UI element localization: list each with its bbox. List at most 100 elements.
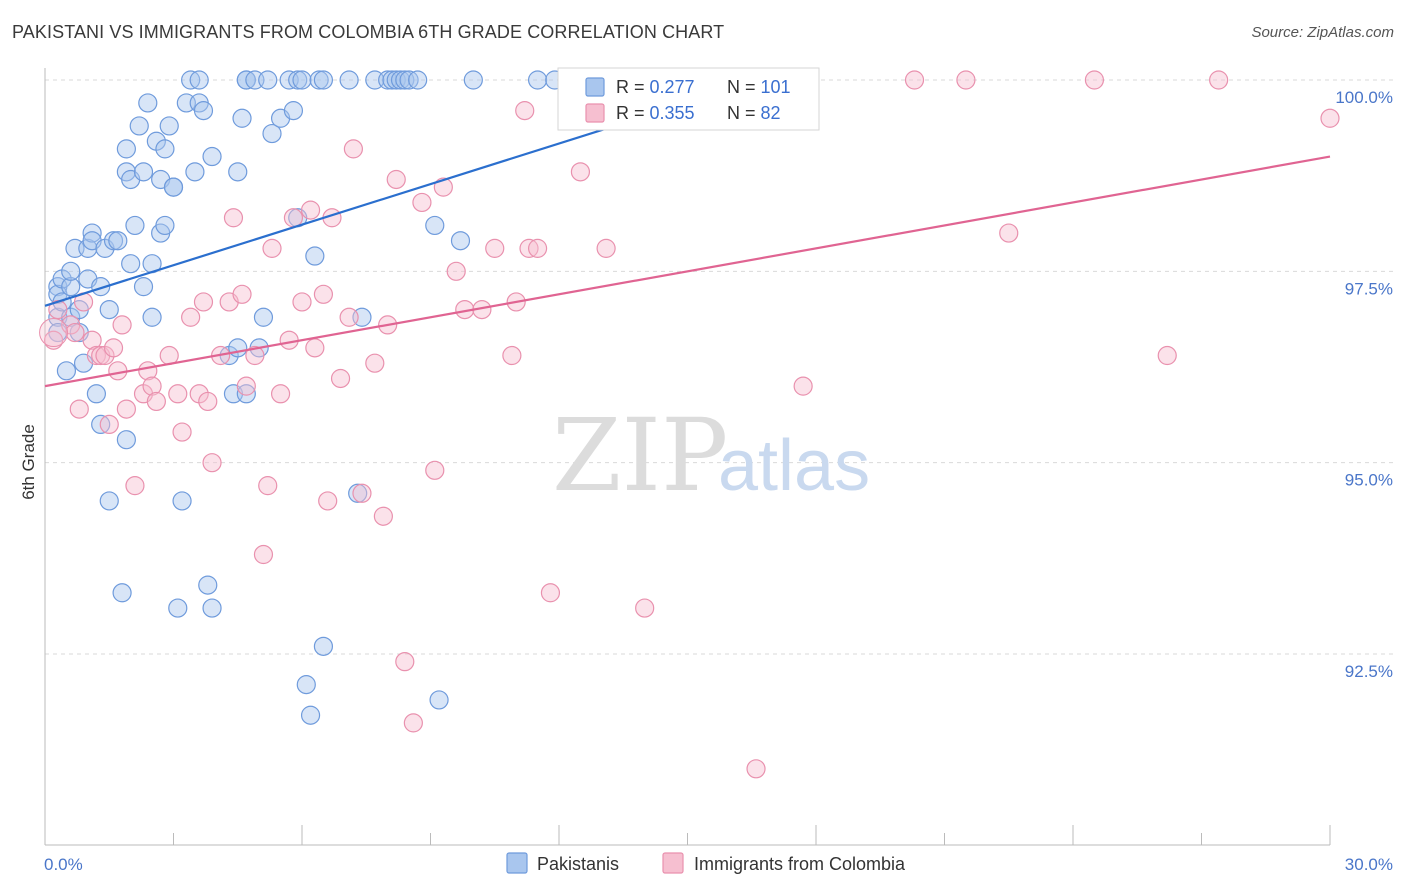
pakistanis-point bbox=[99, 300, 119, 320]
colombia-point bbox=[279, 330, 299, 350]
colombia-point bbox=[395, 652, 415, 672]
colombia-point bbox=[305, 338, 325, 358]
legend-r-value-1: 0.277 bbox=[650, 77, 695, 97]
pakistanis-point bbox=[296, 675, 316, 695]
colombia-point bbox=[502, 345, 522, 366]
pakistanis-point bbox=[116, 139, 136, 159]
colombia-point bbox=[527, 238, 548, 258]
colombia-point bbox=[142, 376, 162, 396]
colombia-point bbox=[245, 345, 265, 366]
pakistanis-point bbox=[283, 101, 304, 121]
pakistanis-point bbox=[108, 231, 128, 251]
pakistanis-point bbox=[142, 307, 162, 327]
pakistanis-point bbox=[450, 231, 471, 251]
colombia-point bbox=[82, 330, 102, 350]
pakistanis-point bbox=[133, 162, 154, 182]
pakistanis-point bbox=[86, 384, 107, 404]
pakistanis-point bbox=[99, 491, 119, 511]
legend-r-value-2: 0.355 bbox=[650, 103, 695, 123]
pakistanis-point bbox=[112, 583, 132, 603]
pakistanis-point bbox=[305, 246, 325, 266]
legend-n-label-2: N = bbox=[727, 103, 761, 123]
colombia-point bbox=[352, 483, 372, 503]
pakistanis-point bbox=[168, 598, 188, 618]
pakistanis-point bbox=[292, 70, 312, 90]
pakistanis-point bbox=[202, 146, 222, 167]
colombia-point bbox=[108, 361, 128, 381]
legend-swatch-pakistanis bbox=[585, 77, 605, 97]
legend-r-label-1: R = bbox=[616, 77, 650, 97]
y-tick-label: 97.5% bbox=[1345, 279, 1393, 298]
colombia-point bbox=[403, 713, 423, 733]
pakistanis-point bbox=[463, 70, 483, 90]
colombia-point bbox=[236, 376, 256, 396]
pakistanis-point bbox=[155, 215, 175, 236]
pakistanis-point bbox=[198, 575, 218, 595]
pakistanis-point bbox=[125, 215, 145, 236]
y-tick-labels: 100.0% 97.5% 95.0% 92.5% bbox=[1335, 88, 1393, 681]
legend-n-value-1: 101 bbox=[761, 77, 791, 97]
colombia-point bbox=[168, 384, 188, 404]
svg-text:N = 101: N = 101 bbox=[727, 77, 791, 97]
pakistanis-point bbox=[121, 254, 141, 274]
axes bbox=[44, 68, 1331, 846]
pakistanis-point bbox=[202, 598, 222, 618]
pakistanis-point bbox=[408, 70, 428, 90]
pakistanis-point bbox=[129, 116, 149, 136]
pakistanis-point bbox=[309, 70, 329, 90]
pakistanis-point bbox=[429, 690, 449, 710]
colombia-point bbox=[283, 208, 304, 228]
svg-text:R = 0.355: R = 0.355 bbox=[616, 103, 695, 123]
x-tick-label-right: 30.0% bbox=[1345, 855, 1393, 874]
colombia-point bbox=[292, 292, 312, 312]
pakistanis-point bbox=[193, 101, 214, 121]
pakistanis-point bbox=[159, 116, 179, 136]
series-legend: Pakistanis Immigrants from Colombia bbox=[506, 852, 906, 874]
pakistanis-point bbox=[133, 277, 154, 297]
colombia-point bbox=[386, 169, 406, 190]
pakistanis-point bbox=[138, 93, 158, 113]
bottom-legend-swatch-colombia bbox=[662, 852, 684, 874]
colombia-point bbox=[999, 223, 1019, 243]
colombia-point bbox=[446, 261, 466, 281]
colombia-point bbox=[262, 238, 282, 258]
colombia-point bbox=[1157, 345, 1177, 366]
colombia-point bbox=[39, 318, 69, 348]
colombia-point bbox=[103, 338, 124, 358]
pakistanis-point bbox=[232, 108, 252, 128]
legend-n-label-1: N = bbox=[727, 77, 761, 97]
pakistanis-point bbox=[116, 430, 136, 450]
pakistanis-point bbox=[236, 384, 256, 404]
colombia-point bbox=[223, 208, 244, 228]
colombia-point bbox=[1320, 108, 1340, 128]
colombia-point bbox=[232, 284, 252, 304]
colombia-point bbox=[318, 491, 338, 511]
colombia-point bbox=[99, 414, 119, 434]
colombia-point bbox=[202, 453, 222, 473]
colombia-point bbox=[300, 200, 321, 220]
trend-line-colombia bbox=[44, 155, 1331, 388]
pakistanis-point bbox=[313, 70, 334, 90]
pakistanis-point bbox=[313, 636, 334, 656]
colombia-point bbox=[116, 399, 136, 419]
chart-title: PAKISTANI VS IMMIGRANTS FROM COLOMBIA 6T… bbox=[12, 22, 725, 42]
colombia-point bbox=[343, 139, 363, 159]
colombia-point bbox=[172, 422, 192, 442]
legend-n-value-2: 82 bbox=[761, 103, 781, 123]
colombia-point bbox=[43, 330, 64, 350]
pakistanis-point bbox=[61, 277, 81, 297]
colombia-point bbox=[193, 292, 214, 312]
pakistanis-point bbox=[103, 231, 124, 251]
colombia-point bbox=[198, 391, 218, 412]
watermark-zip: ZIP bbox=[552, 397, 728, 514]
pakistanis-point bbox=[61, 261, 81, 281]
pakistanis-point bbox=[82, 223, 102, 243]
colombia-point bbox=[1084, 70, 1105, 90]
y-tick-label: 100.0% bbox=[1335, 88, 1393, 107]
colombia-point bbox=[956, 70, 976, 90]
colombia-point bbox=[433, 177, 453, 197]
colombia-point bbox=[635, 598, 655, 618]
pakistanis-point bbox=[288, 70, 308, 90]
pakistanis-point bbox=[262, 123, 282, 144]
pakistanis-point bbox=[228, 338, 248, 358]
